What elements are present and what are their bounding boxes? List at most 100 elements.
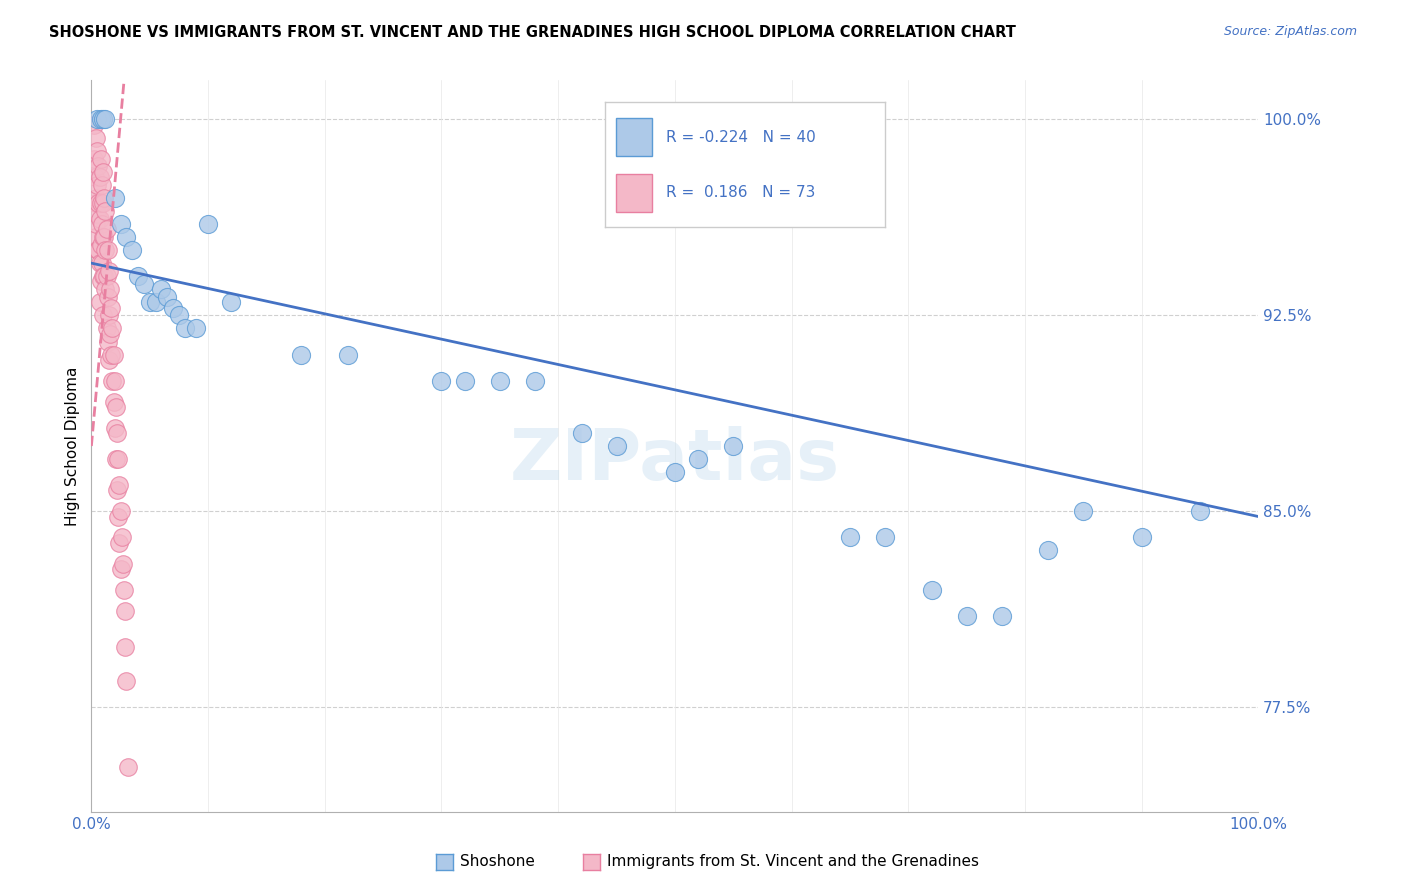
Text: Source: ZipAtlas.com: Source: ZipAtlas.com bbox=[1223, 25, 1357, 38]
Point bbox=[90, 196, 112, 211]
Point bbox=[186, 321, 208, 335]
Point bbox=[107, 452, 129, 467]
Point bbox=[723, 439, 745, 453]
Point bbox=[489, 374, 512, 388]
Point bbox=[173, 321, 195, 335]
Point bbox=[83, 230, 105, 244]
Point bbox=[89, 211, 111, 226]
Point bbox=[114, 604, 136, 618]
Point bbox=[100, 348, 122, 362]
Point bbox=[97, 309, 120, 323]
Point bbox=[97, 352, 120, 367]
Point bbox=[86, 112, 108, 127]
Point bbox=[167, 309, 190, 323]
Text: Shoshone: Shoshone bbox=[460, 855, 534, 869]
Point bbox=[84, 217, 107, 231]
Point bbox=[93, 269, 115, 284]
Point bbox=[93, 191, 115, 205]
Point bbox=[101, 321, 124, 335]
Point bbox=[108, 478, 131, 492]
Point bbox=[87, 196, 110, 211]
Point bbox=[664, 465, 686, 479]
Point bbox=[115, 230, 138, 244]
Point bbox=[956, 608, 979, 623]
Point bbox=[87, 243, 110, 257]
Point bbox=[98, 326, 121, 341]
Point bbox=[156, 290, 179, 304]
Point bbox=[98, 282, 121, 296]
Point bbox=[990, 608, 1012, 623]
Point bbox=[84, 130, 107, 145]
Point bbox=[90, 217, 112, 231]
Point bbox=[104, 191, 127, 205]
Point bbox=[197, 217, 219, 231]
Point bbox=[606, 439, 628, 453]
Text: SHOSHONE VS IMMIGRANTS FROM ST. VINCENT AND THE GRENADINES HIGH SCHOOL DIPLOMA C: SHOSHONE VS IMMIGRANTS FROM ST. VINCENT … bbox=[49, 25, 1017, 40]
Point bbox=[290, 348, 312, 362]
Point bbox=[96, 321, 118, 335]
Point bbox=[121, 243, 143, 257]
Point bbox=[838, 531, 860, 545]
Point bbox=[87, 160, 110, 174]
Point bbox=[86, 206, 108, 220]
Point bbox=[91, 112, 114, 127]
Point bbox=[127, 269, 149, 284]
Point bbox=[90, 238, 112, 252]
Point bbox=[83, 196, 105, 211]
Point bbox=[86, 144, 108, 158]
Point bbox=[105, 425, 128, 440]
Y-axis label: High School Diploma: High School Diploma bbox=[65, 367, 80, 525]
Point bbox=[921, 582, 943, 597]
Point bbox=[91, 230, 114, 244]
Text: ZIPatlas: ZIPatlas bbox=[510, 426, 839, 495]
Point bbox=[97, 243, 120, 257]
Point bbox=[221, 295, 243, 310]
Point bbox=[83, 152, 105, 166]
Point bbox=[132, 277, 155, 291]
Point bbox=[108, 535, 131, 549]
Point bbox=[571, 425, 593, 440]
Point bbox=[112, 582, 135, 597]
Point bbox=[83, 118, 105, 132]
Point bbox=[1073, 504, 1095, 518]
Point bbox=[150, 282, 173, 296]
Point bbox=[90, 178, 112, 192]
Point bbox=[97, 290, 120, 304]
Point bbox=[337, 348, 360, 362]
Point bbox=[162, 301, 184, 315]
Point bbox=[91, 196, 114, 211]
Point bbox=[138, 295, 162, 310]
Point bbox=[91, 309, 114, 323]
Point bbox=[97, 264, 120, 278]
Point bbox=[110, 562, 132, 576]
Point bbox=[97, 334, 120, 349]
Point bbox=[94, 112, 117, 127]
Point bbox=[89, 256, 111, 270]
Point bbox=[84, 191, 107, 205]
Point bbox=[86, 178, 108, 192]
Point bbox=[89, 295, 111, 310]
Point bbox=[90, 112, 112, 127]
Point bbox=[91, 269, 114, 284]
Point bbox=[104, 452, 127, 467]
Text: Immigrants from St. Vincent and the Grenadines: Immigrants from St. Vincent and the Gren… bbox=[607, 855, 980, 869]
Point bbox=[100, 301, 122, 315]
Point bbox=[94, 282, 117, 296]
Point bbox=[145, 295, 167, 310]
Point bbox=[114, 640, 136, 655]
Point bbox=[110, 217, 132, 231]
Point bbox=[111, 531, 134, 545]
Point bbox=[89, 169, 111, 184]
Point bbox=[873, 531, 896, 545]
Point bbox=[103, 394, 125, 409]
Point bbox=[115, 674, 138, 689]
Point bbox=[94, 203, 117, 218]
Point bbox=[454, 374, 477, 388]
Point bbox=[1130, 531, 1153, 545]
Point bbox=[93, 230, 115, 244]
Point bbox=[83, 169, 105, 184]
Point bbox=[104, 374, 127, 388]
Point bbox=[90, 152, 112, 166]
Point bbox=[103, 348, 125, 362]
Point bbox=[94, 243, 117, 257]
